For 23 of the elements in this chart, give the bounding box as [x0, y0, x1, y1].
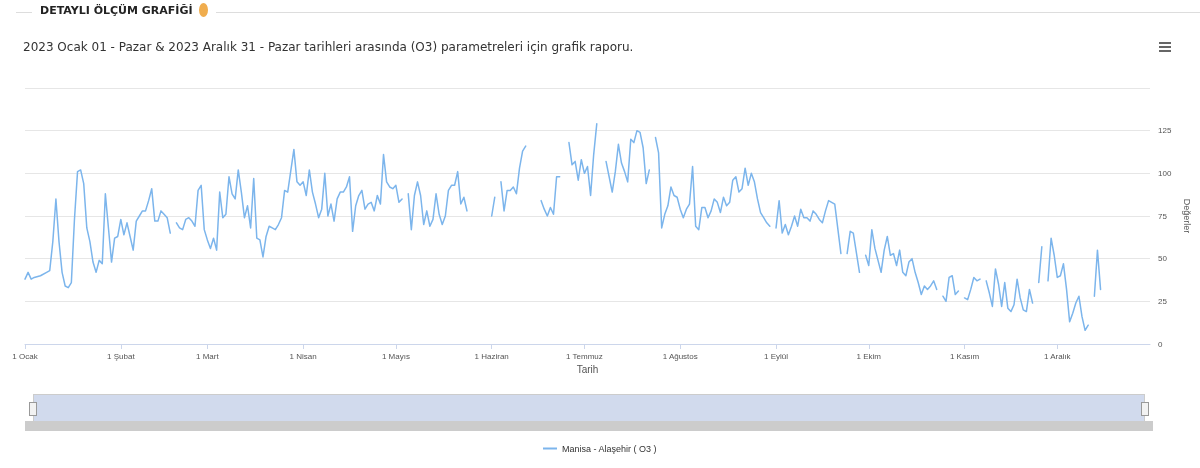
x-tick-label: 1 Şubat [107, 351, 136, 361]
x-tick-label: 1 Aralık [1043, 351, 1072, 361]
y-tick-label: 75 [1158, 211, 1168, 221]
legend-label: Manisa - Alaşehir ( O3 ) [561, 443, 657, 454]
x-tick-label: 1 Haziran [474, 351, 509, 361]
x-tick-label: 1 Ekim [856, 351, 882, 361]
x-tick-label: 1 Mart [196, 351, 220, 361]
x-axis-title: Tarih [576, 364, 599, 376]
y-tick-label: 50 [1158, 254, 1168, 264]
y-tick-label: 0 [1158, 339, 1163, 349]
x-tick-label: 1 Eylül [764, 351, 789, 361]
x-tick-label: 1 Kasım [949, 351, 980, 361]
y-axis-title: Değerler [1181, 198, 1192, 234]
y-tick-label: 125 [1158, 126, 1172, 136]
x-tick-label: 1 Ağustos [662, 351, 698, 361]
y-tick-label: 100 [1158, 168, 1172, 178]
x-tick-label: 1 Nisan [289, 351, 317, 361]
chart-subtitle: 2023 Ocak 01 - Pazar & 2023 Aralık 31 - Pazar tarihleri arasında (O3) parametreleri için grafik raporu. [23, 40, 634, 54]
x-tick-label: 1 Mayıs [381, 351, 410, 361]
x-tick-label: 1 Temmuz [566, 351, 603, 361]
chart-title: DETAYLI ÖLÇÜM GRAFİĞİ [40, 3, 193, 17]
y-tick-label: 25 [1158, 296, 1168, 306]
x-tick-label: 1 Ocak [12, 351, 39, 361]
